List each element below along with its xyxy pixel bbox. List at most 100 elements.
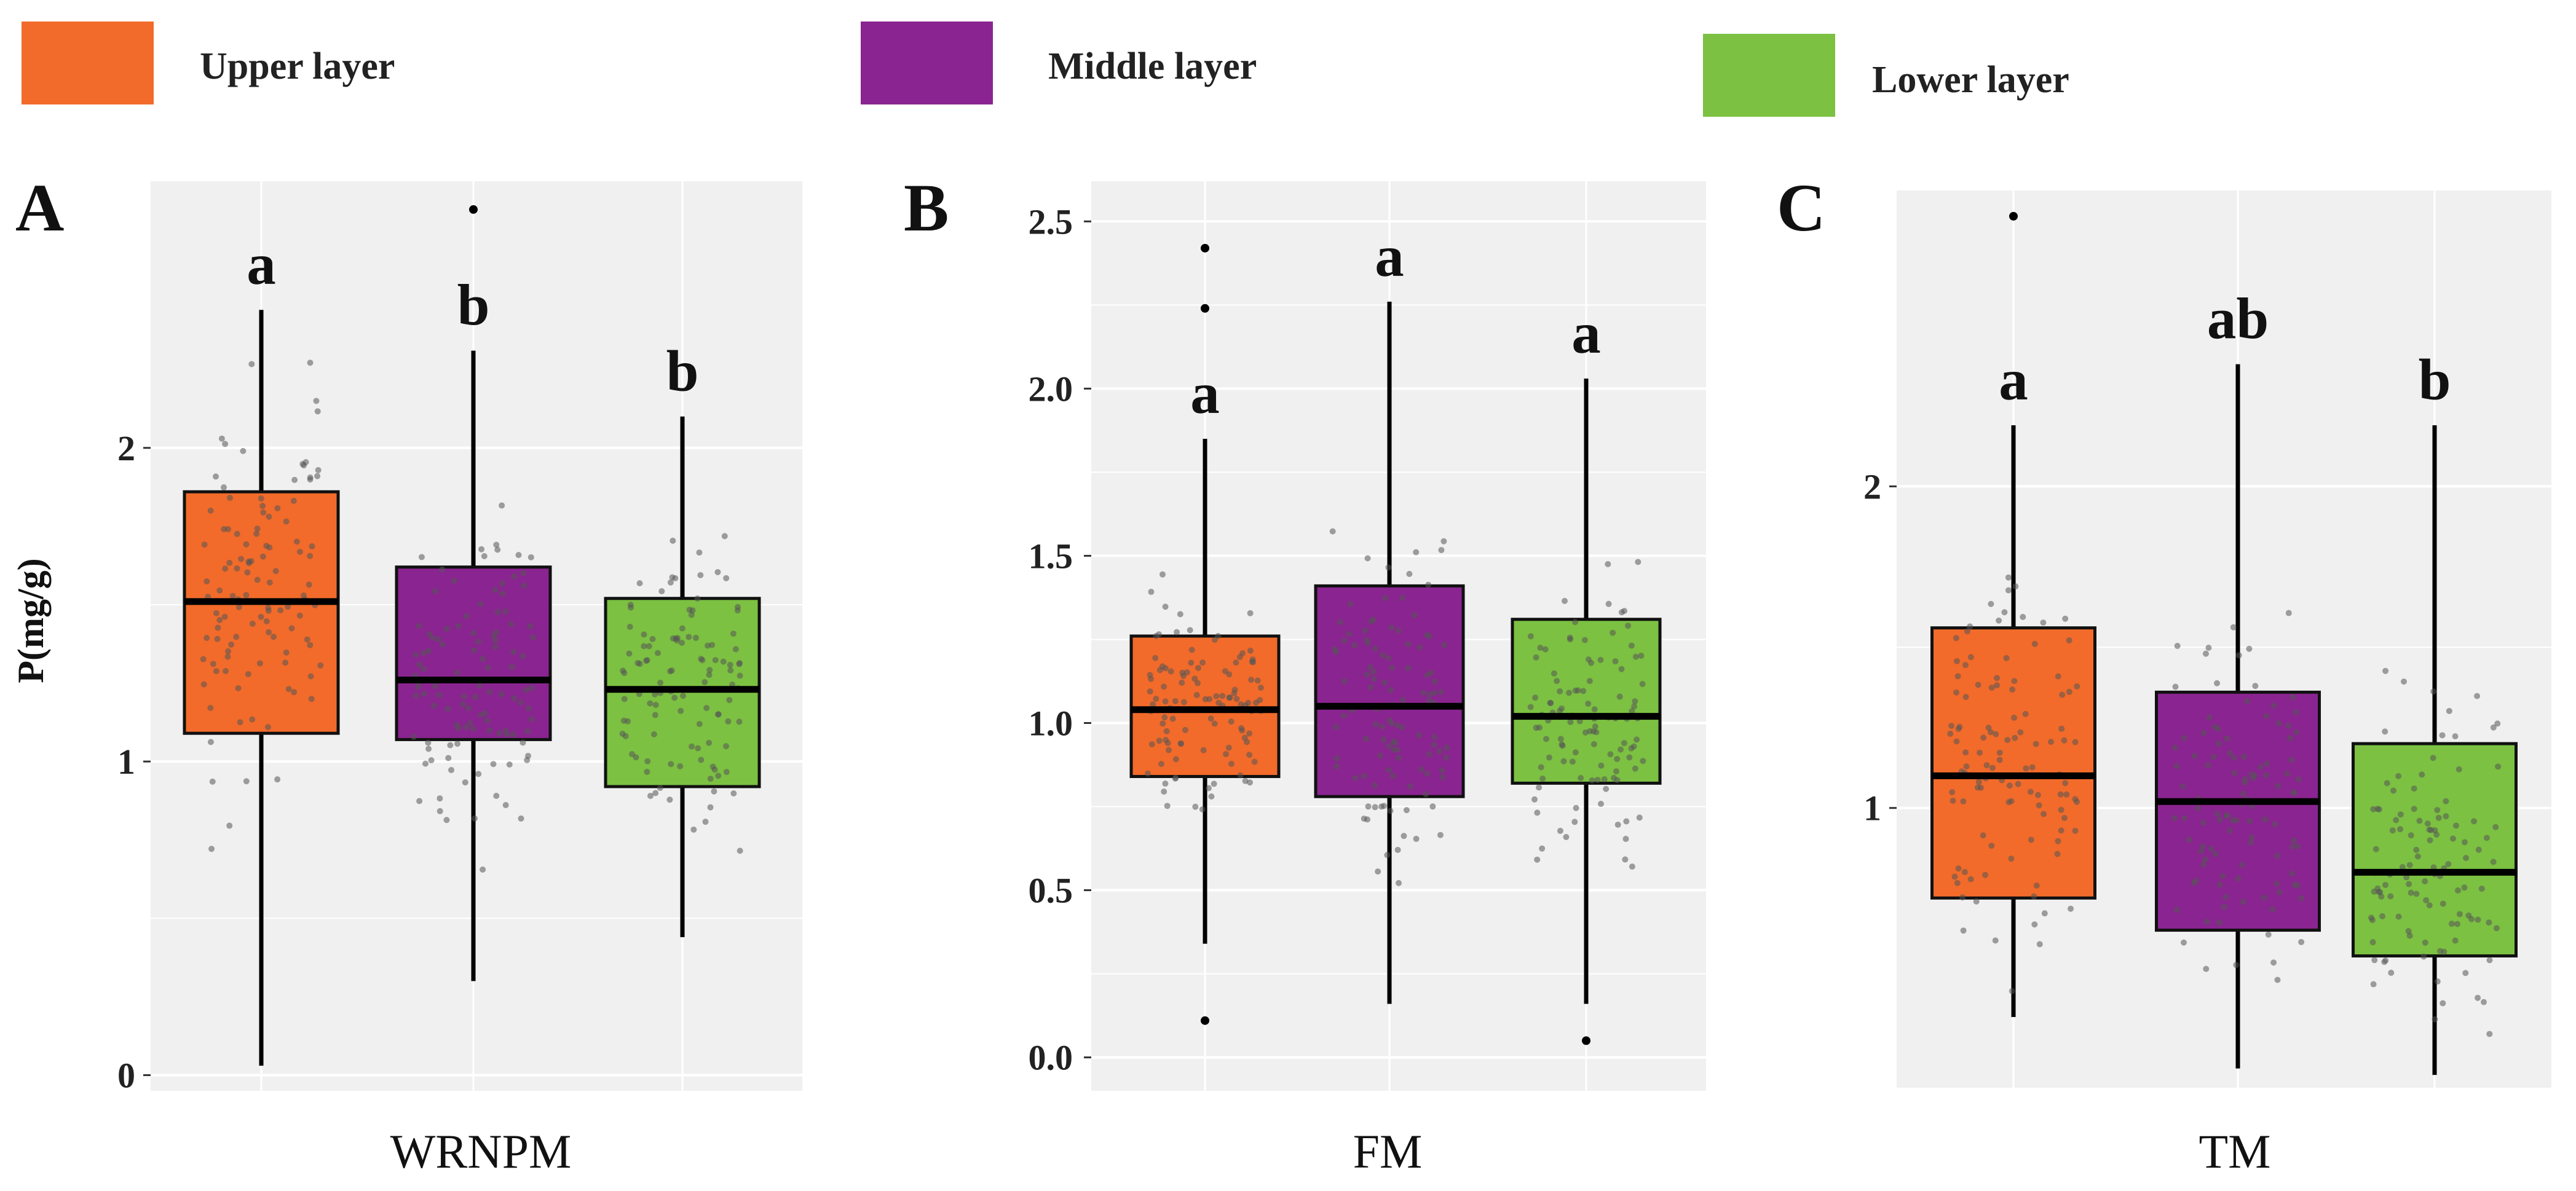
panel-a-upper-point — [234, 530, 240, 537]
panel-b-upper-point — [1239, 727, 1246, 734]
panel-b-middle-point — [1431, 678, 1438, 685]
panel-a-middle-point — [467, 720, 473, 726]
panel-a-middle-point — [435, 636, 441, 643]
panel-a-upper-point — [307, 360, 314, 366]
panel-b-upper-point — [1150, 701, 1156, 708]
panel-c-middle-point — [2276, 889, 2283, 896]
panel-c-upper-significance-letter: a — [1999, 347, 2028, 412]
panel-c-upper-point — [2055, 838, 2061, 844]
panel-b-middle-point — [1439, 767, 1445, 774]
panel-c-ytick-label: 1 — [1863, 788, 1881, 828]
panel-a-upper-point — [209, 778, 216, 785]
panel-c-lower-point — [2406, 862, 2413, 868]
panel-c-middle-point — [2270, 702, 2277, 709]
panel-a-upper-point — [201, 541, 208, 548]
panel-c-lower-point — [2439, 732, 2446, 739]
panel-b-lower-point — [1539, 776, 1546, 782]
panel-a-upper-point — [213, 473, 219, 480]
panel-a-middle-point — [502, 608, 509, 615]
panel-a-upper-point — [215, 624, 221, 631]
panel-b-lower-point — [1585, 701, 1592, 707]
panel-b-lower-point — [1539, 845, 1546, 852]
panel-c-lower-point — [2441, 948, 2448, 955]
panel-c-upper-point — [1963, 763, 1970, 770]
panel-b-middle-point — [1436, 748, 1443, 755]
panel-b-lower-point — [1592, 723, 1598, 730]
panel-c-upper-point — [1953, 658, 1960, 664]
panel-a-lower-point — [641, 643, 647, 650]
panel-c-middle-point — [2181, 815, 2188, 822]
panel-a-middle-point — [530, 634, 537, 641]
panel-a-lower-point — [737, 847, 743, 854]
panel-a-upper-point — [266, 513, 272, 520]
panel-b-middle-point — [1364, 816, 1371, 823]
panel-b-lower-outlier — [1582, 1036, 1590, 1045]
panel-a-lower-point — [692, 634, 699, 641]
panel-a-lower-points — [619, 533, 743, 854]
panel-c-middle-point — [2181, 734, 2187, 741]
panel-b-lower-point — [1566, 690, 1573, 696]
panel-c-lower-point — [2490, 859, 2497, 865]
panel-a-upper-point — [226, 559, 233, 566]
panel-b-upper-point — [1254, 677, 1261, 684]
panel-c-middle-point — [2206, 714, 2213, 721]
panel-c-lower-point — [2390, 787, 2397, 794]
panel-c-lower-point — [2422, 878, 2428, 885]
panel-a-middle-point — [432, 588, 439, 594]
panel-a-upper-point — [274, 776, 281, 783]
panel-c-upper-point — [2072, 827, 2079, 834]
panel-b-lower-point — [1538, 764, 1544, 771]
panel-a-lower-point — [670, 537, 676, 544]
panel-b-middle-point — [1391, 738, 1397, 745]
panel-b-middle-point — [1381, 803, 1388, 809]
panel-b-lower-point — [1589, 777, 1595, 784]
panel-c-lower-point — [2387, 893, 2394, 900]
panel-b-upper-outlier — [1201, 1016, 1209, 1025]
panel-c-middle-point — [2285, 723, 2292, 729]
panel-b-middle-point — [1341, 637, 1348, 644]
panel-b-lower-point — [1601, 776, 1608, 783]
panel-b-upper-boxplot: a — [1129, 243, 1281, 1025]
panel-a-middle-point — [447, 742, 454, 749]
panel-c-upper-point — [1967, 876, 1974, 882]
panel-c-lower-point — [2495, 763, 2502, 770]
panel-b-lower-point — [1597, 801, 1604, 808]
panel-b-upper-point — [1223, 751, 1230, 758]
panel-a-lower-point — [722, 743, 729, 750]
panel-c-lower-point — [2382, 881, 2389, 888]
panel-a-lower-point — [679, 639, 685, 646]
panel-b-lower-significance-letter: a — [1571, 301, 1601, 366]
panel-a-middle-point — [475, 771, 482, 777]
panel-a-middle-point — [476, 682, 483, 689]
panel-b-lower-point — [1567, 636, 1573, 643]
panel-a-upper-point — [265, 629, 272, 635]
panel-c-lower-point — [2403, 874, 2410, 881]
panel-a-middle-point — [508, 621, 515, 627]
panel-b-middle-point — [1373, 721, 1380, 728]
panel-a-middle-point — [515, 552, 522, 559]
panel-c-middle-point — [2287, 735, 2294, 742]
panel-c-upper-point — [1977, 749, 1983, 756]
panel-a-upper-point — [266, 544, 273, 551]
panel-c-lower-point — [2481, 999, 2487, 1005]
panel-c-upper-point — [1996, 617, 2002, 624]
panel-c-middle-point — [2179, 783, 2186, 790]
panel-b-lower-point — [1557, 827, 1563, 834]
legend-label-middle: Middle layer — [1048, 45, 1257, 87]
panel-a-upper-point — [253, 530, 260, 537]
panel-b-lower-points — [1527, 559, 1646, 870]
panel-a-lower-point — [652, 790, 659, 796]
panel-b-middle-point — [1364, 671, 1370, 678]
panel-c-upper-point — [2066, 637, 2072, 644]
legend-label-upper: Upper layer — [200, 45, 395, 87]
panel-a-lower-point — [725, 718, 732, 725]
panel-c-upper-point — [2012, 734, 2018, 741]
panel-c-middle-point — [2288, 757, 2295, 763]
panel-c-lower-point — [2475, 916, 2481, 923]
panel-c-lower-point — [2382, 667, 2389, 674]
panel-b-lower-point — [1547, 700, 1554, 707]
panel-a-upper-point — [216, 617, 223, 624]
panel-c-upper-point — [2023, 765, 2029, 772]
panel-c-upper-point — [1948, 723, 1954, 729]
